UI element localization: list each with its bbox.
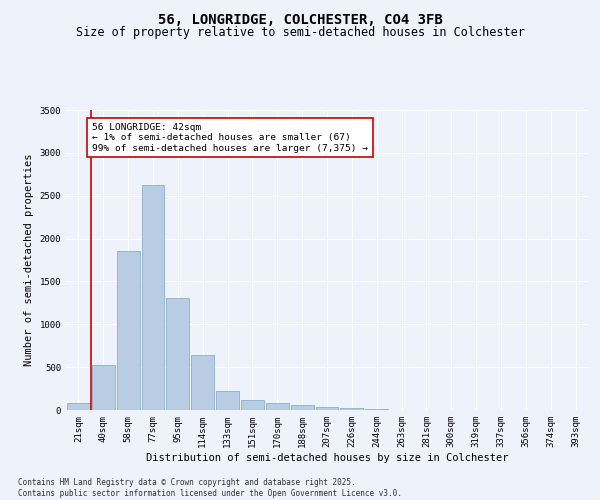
Bar <box>216 391 239 410</box>
Bar <box>340 408 363 410</box>
Bar <box>191 355 214 410</box>
Bar <box>365 409 388 410</box>
Bar <box>142 184 164 410</box>
Bar <box>67 403 90 410</box>
Text: 56, LONGRIDGE, COLCHESTER, CO4 3FB: 56, LONGRIDGE, COLCHESTER, CO4 3FB <box>158 12 442 26</box>
Text: Contains HM Land Registry data © Crown copyright and database right 2025.
Contai: Contains HM Land Registry data © Crown c… <box>18 478 402 498</box>
X-axis label: Distribution of semi-detached houses by size in Colchester: Distribution of semi-detached houses by … <box>146 452 508 462</box>
Bar <box>166 298 189 410</box>
Bar <box>266 403 289 410</box>
Y-axis label: Number of semi-detached properties: Number of semi-detached properties <box>24 154 34 366</box>
Bar <box>316 407 338 410</box>
Bar <box>241 400 264 410</box>
Bar <box>117 252 140 410</box>
Bar <box>92 364 115 410</box>
Bar <box>291 406 314 410</box>
Text: Size of property relative to semi-detached houses in Colchester: Size of property relative to semi-detach… <box>76 26 524 39</box>
Text: 56 LONGRIDGE: 42sqm
← 1% of semi-detached houses are smaller (67)
99% of semi-de: 56 LONGRIDGE: 42sqm ← 1% of semi-detache… <box>92 123 368 152</box>
